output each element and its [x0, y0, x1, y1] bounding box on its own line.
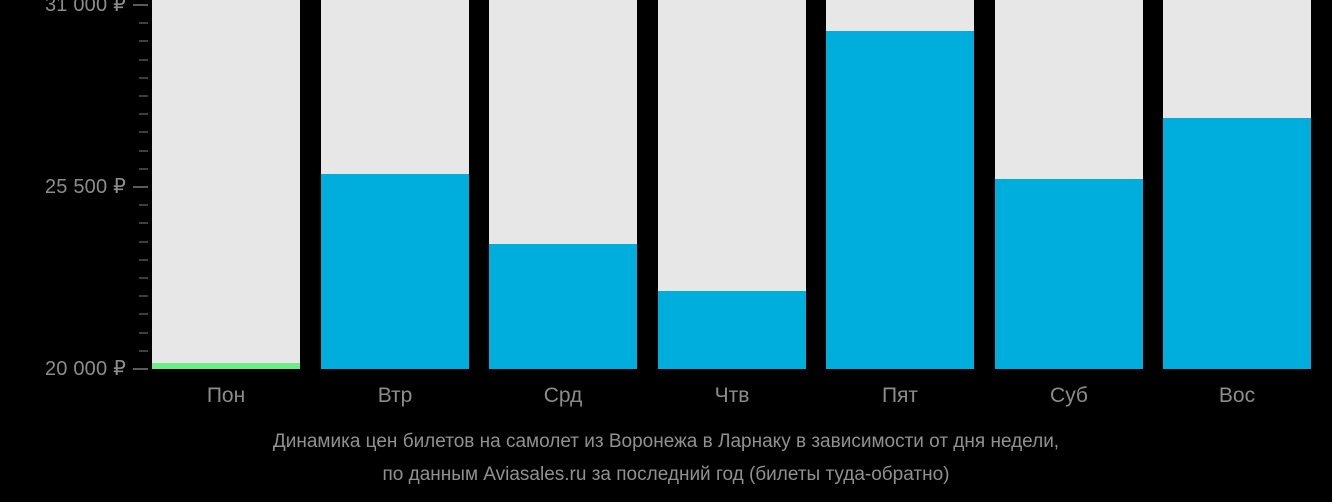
y-axis-tick-mark [139, 22, 148, 25]
bar[interactable] [321, 174, 469, 369]
bar-group[interactable] [321, 0, 469, 375]
bar-group[interactable] [152, 0, 300, 375]
y-axis-tick-mark [139, 331, 148, 334]
y-axis-tick-mark [139, 167, 148, 170]
bar-cheapest[interactable] [152, 363, 300, 369]
bar-track [152, 0, 300, 369]
y-axis-tick-mark [139, 113, 148, 116]
caption-line-1: Динамика цен билетов на самолет из Ворон… [272, 431, 1060, 452]
x-axis-label: Срд [543, 384, 583, 407]
bar[interactable] [489, 243, 637, 369]
y-axis-tick-label: 25 500 ₽ [44, 176, 126, 198]
x-axis-label: Пят [881, 384, 919, 407]
bar-group[interactable] [995, 0, 1143, 375]
bar-group[interactable] [658, 0, 806, 375]
bar[interactable] [995, 179, 1143, 369]
x-axis-label: Вос [1218, 384, 1256, 407]
bar[interactable] [1163, 118, 1311, 369]
y-axis-tick-mark [139, 58, 148, 61]
plot-area [152, 0, 1332, 375]
y-axis-tick-mark [139, 240, 148, 243]
y-axis-tick-mark [139, 349, 148, 352]
y-axis-tick-mark [139, 95, 148, 97]
y-axis-tick-mark [139, 222, 148, 225]
y-axis-tick-mark [139, 295, 148, 298]
x-axis: Пон Втр Срд Чтв Пят Суб Вос [152, 381, 1332, 415]
y-axis-tick-mark [139, 258, 148, 261]
x-axis-label: Втр [377, 384, 413, 407]
y-axis-tick-mark [133, 4, 148, 6]
x-axis-label: Суб [1050, 384, 1088, 407]
y-axis-tick-mark [139, 277, 148, 279]
y-axis-tick-mark [139, 149, 148, 152]
y-axis-tick-mark [133, 186, 148, 188]
y-axis-tick-mark [139, 131, 148, 134]
y-axis-tick-mark [139, 40, 148, 43]
y-axis: 31 000 ₽ 25 500 ₽ 20 000 ₽ [0, 0, 152, 379]
chart-caption: Динамика цен билетов на самолет из Ворон… [0, 425, 1332, 491]
x-axis-label: Чтв [714, 384, 750, 407]
bar[interactable] [826, 30, 974, 369]
bar[interactable] [658, 290, 806, 369]
y-axis-tick-mark [139, 76, 148, 79]
bar-group[interactable] [826, 0, 974, 375]
y-axis-tick-mark [139, 313, 148, 316]
y-axis-tick-label: 31 000 ₽ [44, 0, 126, 16]
y-axis-tick-mark [133, 368, 148, 370]
y-axis-tick-mark [139, 204, 148, 207]
caption-line-2: по данным Aviasales.ru за последний год … [382, 464, 950, 485]
bar-group[interactable] [489, 0, 637, 375]
y-axis-tick-label: 20 000 ₽ [44, 358, 126, 380]
bar-group[interactable] [1163, 0, 1311, 375]
x-axis-label: Пон [206, 384, 246, 407]
